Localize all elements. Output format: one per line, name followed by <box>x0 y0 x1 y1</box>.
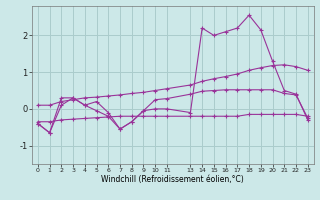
X-axis label: Windchill (Refroidissement éolien,°C): Windchill (Refroidissement éolien,°C) <box>101 175 244 184</box>
